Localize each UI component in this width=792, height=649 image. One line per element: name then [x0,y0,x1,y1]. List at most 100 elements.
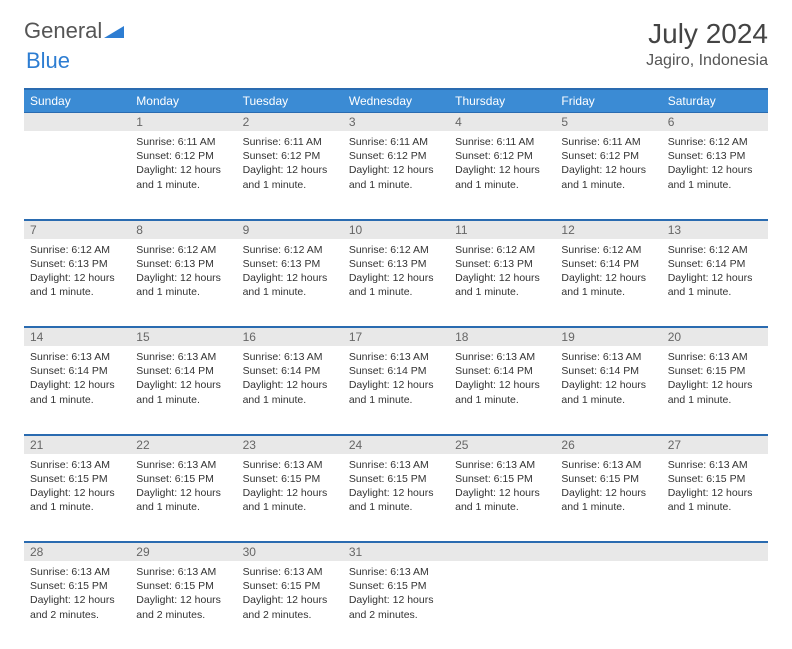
day-number-cell [24,112,130,131]
sunrise-text: Sunrise: 6:13 AM [349,350,443,364]
day-number-cell: 9 [237,219,343,239]
day-header: Tuesday [237,89,343,112]
sunrise-text: Sunrise: 6:11 AM [136,135,230,149]
day-number-cell: 30 [237,542,343,562]
sunset-text: Sunset: 6:15 PM [349,472,443,486]
day-content [24,131,130,139]
sunset-text: Sunset: 6:15 PM [243,579,337,593]
sunrise-text: Sunrise: 6:11 AM [243,135,337,149]
day-content: Sunrise: 6:13 AMSunset: 6:15 PMDaylight:… [24,561,130,626]
sunset-text: Sunset: 6:14 PM [455,364,549,378]
daylight-text: Daylight: 12 hours and 1 minute. [243,271,337,299]
day-header-row: SundayMondayTuesdayWednesdayThursdayFrid… [24,89,768,112]
daylight-text: Daylight: 12 hours and 1 minute. [30,271,124,299]
day-cell: Sunrise: 6:12 AMSunset: 6:13 PMDaylight:… [662,131,768,219]
day-content: Sunrise: 6:13 AMSunset: 6:15 PMDaylight:… [24,454,130,519]
day-cell: Sunrise: 6:11 AMSunset: 6:12 PMDaylight:… [130,131,236,219]
day-number-cell: 25 [449,434,555,454]
day-header: Wednesday [343,89,449,112]
day-number: 4 [449,112,555,131]
day-number: 25 [449,435,555,454]
day-content: Sunrise: 6:13 AMSunset: 6:14 PMDaylight:… [555,346,661,411]
day-number-cell: 31 [343,542,449,562]
day-content: Sunrise: 6:12 AMSunset: 6:14 PMDaylight:… [662,239,768,304]
day-cell: Sunrise: 6:13 AMSunset: 6:15 PMDaylight:… [662,454,768,542]
day-cell: Sunrise: 6:12 AMSunset: 6:13 PMDaylight:… [24,239,130,327]
day-number-cell: 1 [130,112,236,131]
day-number: 26 [555,435,661,454]
day-cell: Sunrise: 6:13 AMSunset: 6:14 PMDaylight:… [130,346,236,434]
day-number: 30 [237,542,343,561]
day-content: Sunrise: 6:13 AMSunset: 6:15 PMDaylight:… [343,561,449,626]
daylight-text: Daylight: 12 hours and 2 minutes. [349,593,443,621]
sunrise-text: Sunrise: 6:13 AM [30,350,124,364]
daylight-text: Daylight: 12 hours and 1 minute. [561,271,655,299]
week-content-row: Sunrise: 6:13 AMSunset: 6:15 PMDaylight:… [24,454,768,542]
day-content: Sunrise: 6:12 AMSunset: 6:13 PMDaylight:… [449,239,555,304]
day-content: Sunrise: 6:13 AMSunset: 6:15 PMDaylight:… [555,454,661,519]
day-cell [662,561,768,649]
sunrise-text: Sunrise: 6:12 AM [243,243,337,257]
daylight-text: Daylight: 12 hours and 1 minute. [455,271,549,299]
day-content: Sunrise: 6:13 AMSunset: 6:14 PMDaylight:… [343,346,449,411]
day-number: 6 [662,112,768,131]
title-block: July 2024 Jagiro, Indonesia [646,18,768,70]
day-header: Sunday [24,89,130,112]
day-number: 9 [237,220,343,239]
day-number: 29 [130,542,236,561]
day-content: Sunrise: 6:13 AMSunset: 6:15 PMDaylight:… [343,454,449,519]
day-content: Sunrise: 6:13 AMSunset: 6:14 PMDaylight:… [449,346,555,411]
sunset-text: Sunset: 6:14 PM [561,364,655,378]
daylight-text: Daylight: 12 hours and 1 minute. [136,378,230,406]
week-number-row: 123456 [24,112,768,131]
sunrise-text: Sunrise: 6:13 AM [243,350,337,364]
day-cell: Sunrise: 6:13 AMSunset: 6:15 PMDaylight:… [130,561,236,649]
day-content [555,561,661,569]
daylight-text: Daylight: 12 hours and 2 minutes. [30,593,124,621]
sunrise-text: Sunrise: 6:13 AM [561,350,655,364]
sunrise-text: Sunrise: 6:13 AM [243,458,337,472]
day-cell: Sunrise: 6:12 AMSunset: 6:13 PMDaylight:… [449,239,555,327]
day-cell: Sunrise: 6:13 AMSunset: 6:15 PMDaylight:… [555,454,661,542]
week-number-row: 21222324252627 [24,434,768,454]
sunrise-text: Sunrise: 6:13 AM [668,350,762,364]
day-cell [555,561,661,649]
daylight-text: Daylight: 12 hours and 1 minute. [136,163,230,191]
week-content-row: Sunrise: 6:12 AMSunset: 6:13 PMDaylight:… [24,239,768,327]
day-cell: Sunrise: 6:13 AMSunset: 6:15 PMDaylight:… [237,561,343,649]
day-content: Sunrise: 6:12 AMSunset: 6:13 PMDaylight:… [237,239,343,304]
sunset-text: Sunset: 6:15 PM [668,472,762,486]
sunrise-text: Sunrise: 6:12 AM [349,243,443,257]
sunset-text: Sunset: 6:12 PM [243,149,337,163]
sunset-text: Sunset: 6:13 PM [30,257,124,271]
sunrise-text: Sunrise: 6:13 AM [349,458,443,472]
daylight-text: Daylight: 12 hours and 1 minute. [243,163,337,191]
daylight-text: Daylight: 12 hours and 1 minute. [30,378,124,406]
sunrise-text: Sunrise: 6:13 AM [455,350,549,364]
sunset-text: Sunset: 6:12 PM [455,149,549,163]
day-content: Sunrise: 6:12 AMSunset: 6:13 PMDaylight:… [343,239,449,304]
brand-part1: General [24,18,102,44]
sunrise-text: Sunrise: 6:11 AM [349,135,443,149]
sunrise-text: Sunrise: 6:11 AM [455,135,549,149]
day-cell: Sunrise: 6:12 AMSunset: 6:13 PMDaylight:… [343,239,449,327]
sunset-text: Sunset: 6:14 PM [561,257,655,271]
day-cell: Sunrise: 6:13 AMSunset: 6:14 PMDaylight:… [555,346,661,434]
sunset-text: Sunset: 6:14 PM [243,364,337,378]
day-number-cell: 2 [237,112,343,131]
day-number [24,112,130,131]
daylight-text: Daylight: 12 hours and 1 minute. [668,271,762,299]
day-number: 10 [343,220,449,239]
sunset-text: Sunset: 6:15 PM [243,472,337,486]
sunrise-text: Sunrise: 6:12 AM [668,135,762,149]
day-cell: Sunrise: 6:13 AMSunset: 6:15 PMDaylight:… [449,454,555,542]
day-number: 15 [130,327,236,346]
day-number-cell: 17 [343,327,449,347]
sunset-text: Sunset: 6:15 PM [668,364,762,378]
day-number: 3 [343,112,449,131]
sunset-text: Sunset: 6:13 PM [455,257,549,271]
daylight-text: Daylight: 12 hours and 2 minutes. [136,593,230,621]
day-number-cell [555,542,661,562]
day-content: Sunrise: 6:13 AMSunset: 6:15 PMDaylight:… [130,561,236,626]
day-number-cell: 4 [449,112,555,131]
